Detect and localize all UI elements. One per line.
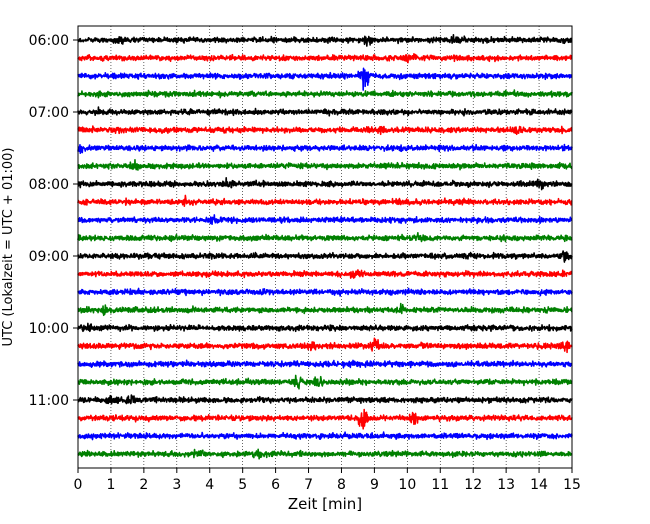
trace-1100 — [77, 394, 573, 405]
axes-layer: 0 1 2 3 4 5 6 7 8 9 10 11 12 13 14 1506:0007:0008:0009:… — [29, 25, 581, 493]
x-tick-label: 9 — [370, 477, 379, 493]
trace-0930 — [77, 287, 573, 297]
trace-0700 — [77, 106, 573, 117]
y-tick-label: 08:00 — [29, 177, 69, 193]
trace-1115 — [77, 408, 573, 430]
trace-0730 — [77, 143, 573, 155]
trace-0615 — [77, 53, 573, 64]
trace-0915 — [77, 269, 573, 279]
trace-0945 — [77, 302, 573, 317]
y-tick-label: 06:00 — [29, 33, 69, 49]
trace-1130 — [77, 431, 573, 441]
trace-1045 — [77, 374, 573, 390]
x-tick-label: 12 — [464, 477, 482, 493]
x-tick-label: 10 — [398, 477, 416, 493]
trace-layer — [77, 34, 573, 460]
trace-0745 — [77, 159, 573, 171]
trace-1145 — [77, 448, 573, 460]
y-tick-label: 09:00 — [29, 249, 69, 265]
x-tick-label: 14 — [530, 477, 548, 493]
x-tick-label: 3 — [172, 477, 181, 493]
trace-1000 — [77, 322, 573, 333]
x-tick-label: 7 — [304, 477, 313, 493]
x-tick-label: 1 — [106, 477, 115, 493]
x-tick-label: 11 — [431, 477, 449, 493]
x-tick-label: 2 — [139, 477, 148, 493]
x-tick-label: 0 — [74, 477, 83, 493]
trace-0830 — [77, 214, 573, 226]
trace-1015 — [77, 337, 573, 354]
plot-frame — [77, 25, 573, 469]
y-axis-label: UTC (Lokalzeit = UTC + 01:00) — [1, 148, 16, 347]
y-tick-label: 10:00 — [29, 321, 69, 337]
x-tick-label: 5 — [238, 477, 247, 493]
y-tick-label: 07:00 — [29, 105, 69, 121]
x-tick-label: 15 — [563, 477, 581, 493]
trace-0600 — [77, 34, 573, 47]
trace-1030 — [77, 359, 573, 369]
x-axis-label: Zeit [min] — [288, 495, 362, 513]
trace-0715 — [77, 125, 573, 136]
trace-0800 — [77, 176, 573, 191]
trace-0630 — [77, 67, 573, 91]
y-tick-label: 11:00 — [29, 393, 69, 409]
x-tick-label: 8 — [337, 477, 346, 493]
trace-0845 — [77, 231, 573, 243]
x-tick-label: 6 — [271, 477, 280, 493]
x-tick-label: 4 — [205, 477, 214, 493]
trace-0900 — [77, 250, 573, 263]
x-tick-label: 13 — [497, 477, 515, 493]
trace-0645 — [77, 89, 573, 99]
trace-0815 — [77, 194, 573, 208]
